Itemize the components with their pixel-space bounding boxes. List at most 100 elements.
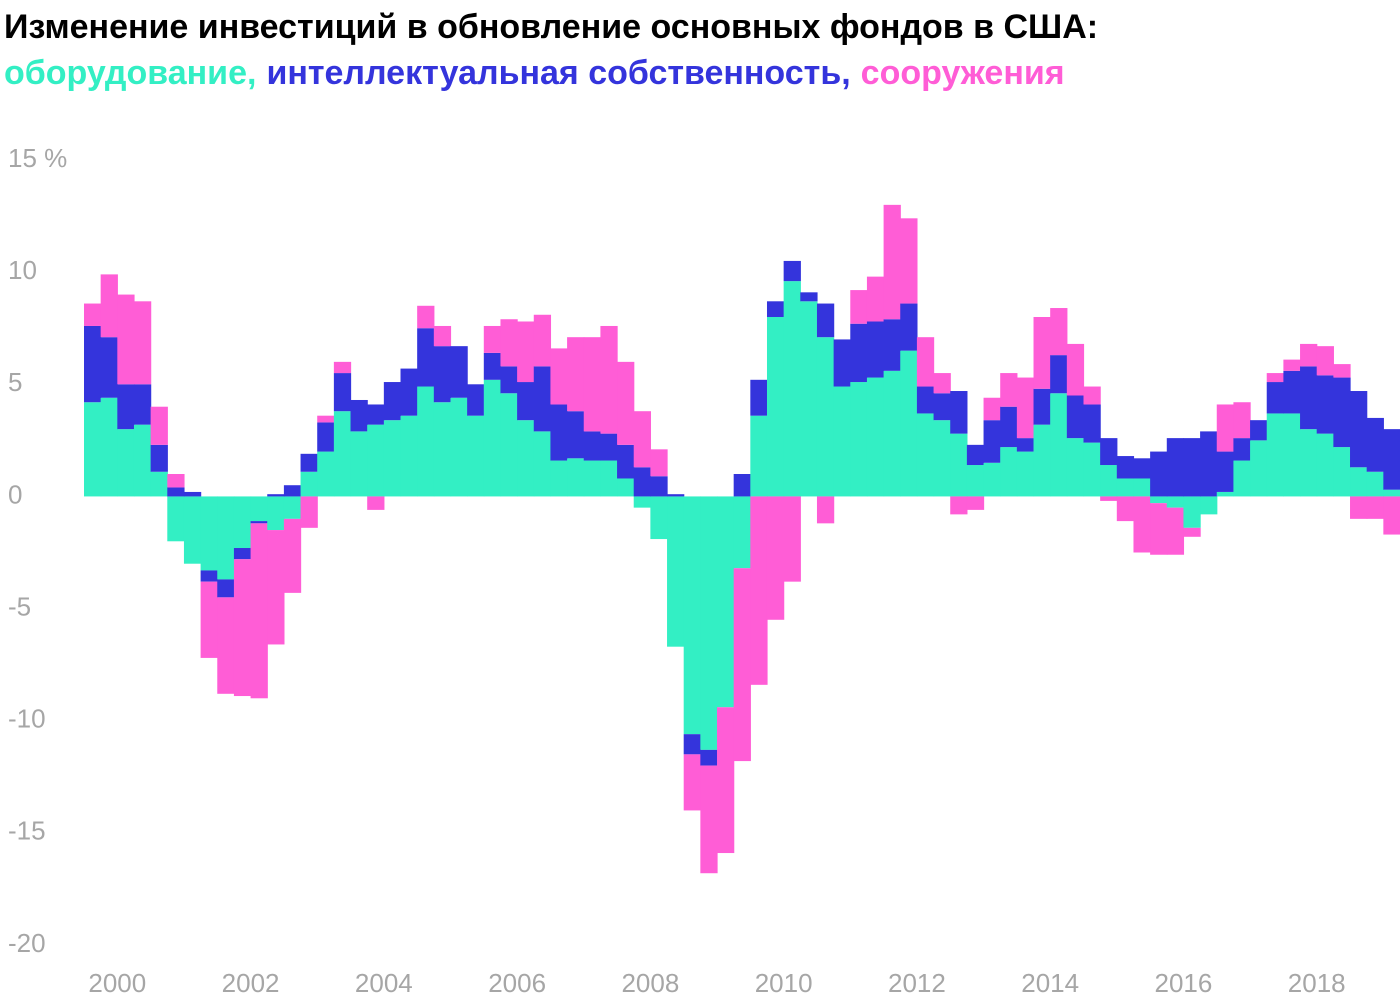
bar-segment (833, 386, 851, 497)
bar-segment (133, 384, 152, 425)
legend-entry: сооружения (860, 54, 1065, 92)
legend-entry: интеллектуальная собственность, (266, 54, 851, 92)
bar-segment (1183, 496, 1201, 528)
bar-segment (1316, 433, 1334, 497)
bar-segment (150, 444, 168, 472)
bar-segment (966, 496, 985, 510)
bar-segment (667, 496, 685, 647)
bar-segment (300, 453, 318, 472)
bar-segment (84, 402, 102, 497)
bar-segment (766, 301, 785, 317)
bar-segment (1266, 413, 1284, 497)
bar-segment (1216, 491, 1235, 497)
bar-segment (816, 303, 835, 338)
bar-segment (100, 274, 118, 338)
y-tick-label: -15 (8, 816, 46, 846)
bar-segment (1200, 431, 1218, 497)
bar-segment (483, 352, 502, 380)
bar-segment (517, 321, 535, 383)
bar-segment (200, 570, 218, 582)
bar-segment (567, 411, 585, 459)
bar-segment (1050, 355, 1068, 394)
bar-segment (1300, 343, 1318, 367)
bar-segment (450, 397, 468, 497)
bar-segment (1100, 438, 1118, 466)
bar-segment (283, 518, 302, 593)
bar-segment (1050, 308, 1068, 356)
bar-segment (583, 431, 602, 461)
bar-segment (1283, 359, 1301, 371)
bar-segment (1150, 451, 1168, 497)
bar-segment (900, 350, 918, 497)
bar-segment (883, 204, 901, 320)
bar-segment (816, 337, 835, 497)
bar-segment (250, 523, 268, 699)
bar-segment (1150, 503, 1168, 555)
bar-segment (633, 467, 651, 497)
bar-segment (966, 444, 985, 466)
bar-segment (1116, 478, 1135, 497)
bar-segment (383, 382, 402, 421)
bar-segment (950, 433, 968, 497)
bar-segment (533, 314, 552, 367)
bar-segment (683, 754, 701, 811)
bar-segment (550, 404, 568, 461)
bar-segment (1333, 364, 1351, 378)
bar-segment (1233, 402, 1251, 439)
bar-segment (533, 366, 552, 432)
bar-segment (700, 496, 718, 750)
bar-segment (1350, 467, 1368, 497)
y-tick-label: -10 (8, 704, 46, 734)
bar-segment (650, 476, 668, 497)
bar-segment (417, 328, 435, 387)
bar-segment (583, 337, 602, 432)
x-tick-label: 2004 (355, 968, 413, 998)
chart-title: Изменение инвестиций в обновление основн… (4, 8, 1099, 46)
bar-segment (1066, 438, 1085, 497)
bar-segment (433, 346, 452, 403)
bar-segment (333, 361, 352, 374)
bar-segment (233, 559, 252, 697)
bar-segment (883, 370, 901, 497)
x-tick-label: 2014 (1021, 968, 1079, 998)
bar-segment (517, 382, 535, 421)
bar-segment (617, 444, 635, 479)
bar-segment (217, 597, 235, 694)
bar-segment (1366, 496, 1384, 519)
legend: оборудование, интеллектуальная собственно… (4, 54, 1075, 93)
bar-segment (950, 391, 968, 434)
bar-segment (283, 496, 302, 519)
x-tick-label: 2006 (488, 968, 546, 998)
bar-segment (1366, 417, 1384, 472)
bar-segment (1000, 447, 1018, 497)
bar-segment (117, 429, 135, 497)
bar-segment (600, 325, 618, 434)
bar-segment (1316, 346, 1334, 376)
bar-segment (233, 548, 252, 560)
bar-segment (783, 281, 801, 497)
bar-segment (333, 411, 352, 497)
bar-segment (1016, 451, 1035, 497)
bar-segment (1383, 496, 1400, 535)
bar-segment (866, 276, 885, 322)
bar-segment (500, 393, 518, 497)
bar-segment (783, 496, 801, 582)
bar-segment (183, 496, 202, 564)
bar-segment (916, 413, 935, 497)
bar-segment (1366, 471, 1384, 497)
bar-segment (350, 399, 368, 432)
bar-segment (983, 462, 1001, 497)
bar-segment (167, 487, 185, 497)
bar-segment (317, 415, 335, 423)
bar-segment (900, 218, 918, 304)
x-tick-label: 2016 (1155, 968, 1213, 998)
bar-segment (200, 581, 218, 658)
bar-segment (583, 460, 602, 497)
bar-segment (250, 496, 268, 522)
bar-segment (700, 749, 718, 766)
bar-segment (667, 494, 685, 497)
bar-segment (500, 319, 518, 367)
bar-segment (1166, 496, 1185, 508)
bar-segment (1000, 373, 1018, 407)
bar-segment (733, 474, 751, 497)
